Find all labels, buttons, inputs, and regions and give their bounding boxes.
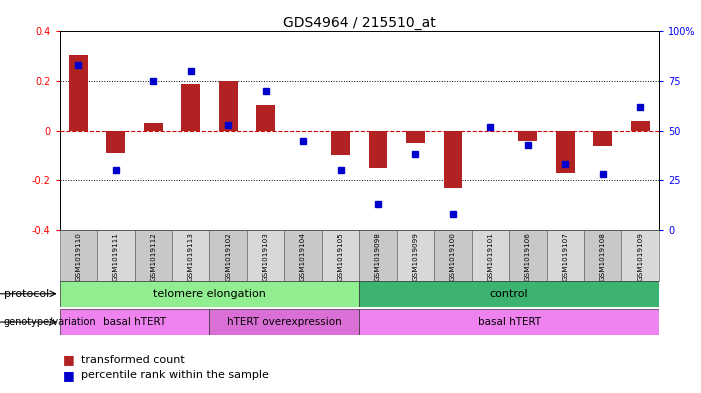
Bar — [359, 230, 397, 281]
Text: GSM1019098: GSM1019098 — [375, 232, 381, 281]
Bar — [257, 105, 275, 130]
Text: GSM1019106: GSM1019106 — [525, 232, 531, 281]
Text: GSM1019105: GSM1019105 — [338, 232, 343, 281]
Text: transformed count: transformed count — [81, 354, 184, 365]
Bar — [444, 130, 462, 188]
Text: GSM1019099: GSM1019099 — [412, 232, 418, 281]
Bar — [107, 130, 125, 153]
Bar — [556, 130, 575, 173]
Bar — [434, 230, 472, 281]
Bar — [60, 309, 210, 335]
Bar — [60, 281, 359, 307]
Bar — [247, 230, 285, 281]
Bar — [97, 230, 135, 281]
Text: GSM1019100: GSM1019100 — [450, 232, 456, 281]
Bar — [622, 230, 659, 281]
Text: basal hTERT: basal hTERT — [477, 317, 540, 327]
Text: hTERT overexpression: hTERT overexpression — [227, 317, 341, 327]
Text: GSM1019101: GSM1019101 — [487, 232, 494, 281]
Text: protocol: protocol — [4, 289, 49, 299]
Text: percentile rank within the sample: percentile rank within the sample — [81, 370, 268, 380]
Bar — [219, 81, 238, 130]
Bar — [631, 121, 650, 130]
Text: GSM1019103: GSM1019103 — [263, 232, 268, 281]
Bar — [397, 230, 434, 281]
Text: GSM1019108: GSM1019108 — [600, 232, 606, 281]
Bar — [406, 130, 425, 143]
Bar — [285, 230, 322, 281]
Bar — [172, 230, 210, 281]
Bar — [359, 281, 659, 307]
Bar — [369, 130, 388, 168]
Bar — [472, 230, 509, 281]
Bar — [144, 123, 163, 130]
Bar — [322, 230, 359, 281]
Bar — [509, 230, 547, 281]
Bar — [210, 309, 359, 335]
Bar — [331, 130, 350, 156]
Bar — [210, 230, 247, 281]
Text: GSM1019113: GSM1019113 — [188, 232, 193, 281]
Text: GSM1019110: GSM1019110 — [75, 232, 81, 281]
Bar — [359, 309, 659, 335]
Bar — [547, 230, 584, 281]
Text: ■: ■ — [63, 369, 75, 382]
Text: GSM1019111: GSM1019111 — [113, 232, 118, 281]
Bar — [519, 130, 537, 141]
Bar — [593, 130, 612, 145]
Bar — [584, 230, 622, 281]
Bar — [135, 230, 172, 281]
Text: control: control — [490, 289, 529, 299]
Bar — [60, 230, 97, 281]
Text: genotype/variation: genotype/variation — [4, 317, 96, 327]
Text: GSM1019102: GSM1019102 — [225, 232, 231, 281]
Text: GSM1019104: GSM1019104 — [300, 232, 306, 281]
Text: basal hTERT: basal hTERT — [103, 317, 166, 327]
Title: GDS4964 / 215510_at: GDS4964 / 215510_at — [283, 17, 435, 30]
Text: GSM1019112: GSM1019112 — [150, 232, 156, 281]
Bar — [69, 55, 88, 130]
Text: GSM1019109: GSM1019109 — [637, 232, 644, 281]
Text: telomere elongation: telomere elongation — [153, 289, 266, 299]
Bar — [182, 84, 200, 130]
Text: ■: ■ — [63, 353, 75, 366]
Text: GSM1019107: GSM1019107 — [562, 232, 569, 281]
